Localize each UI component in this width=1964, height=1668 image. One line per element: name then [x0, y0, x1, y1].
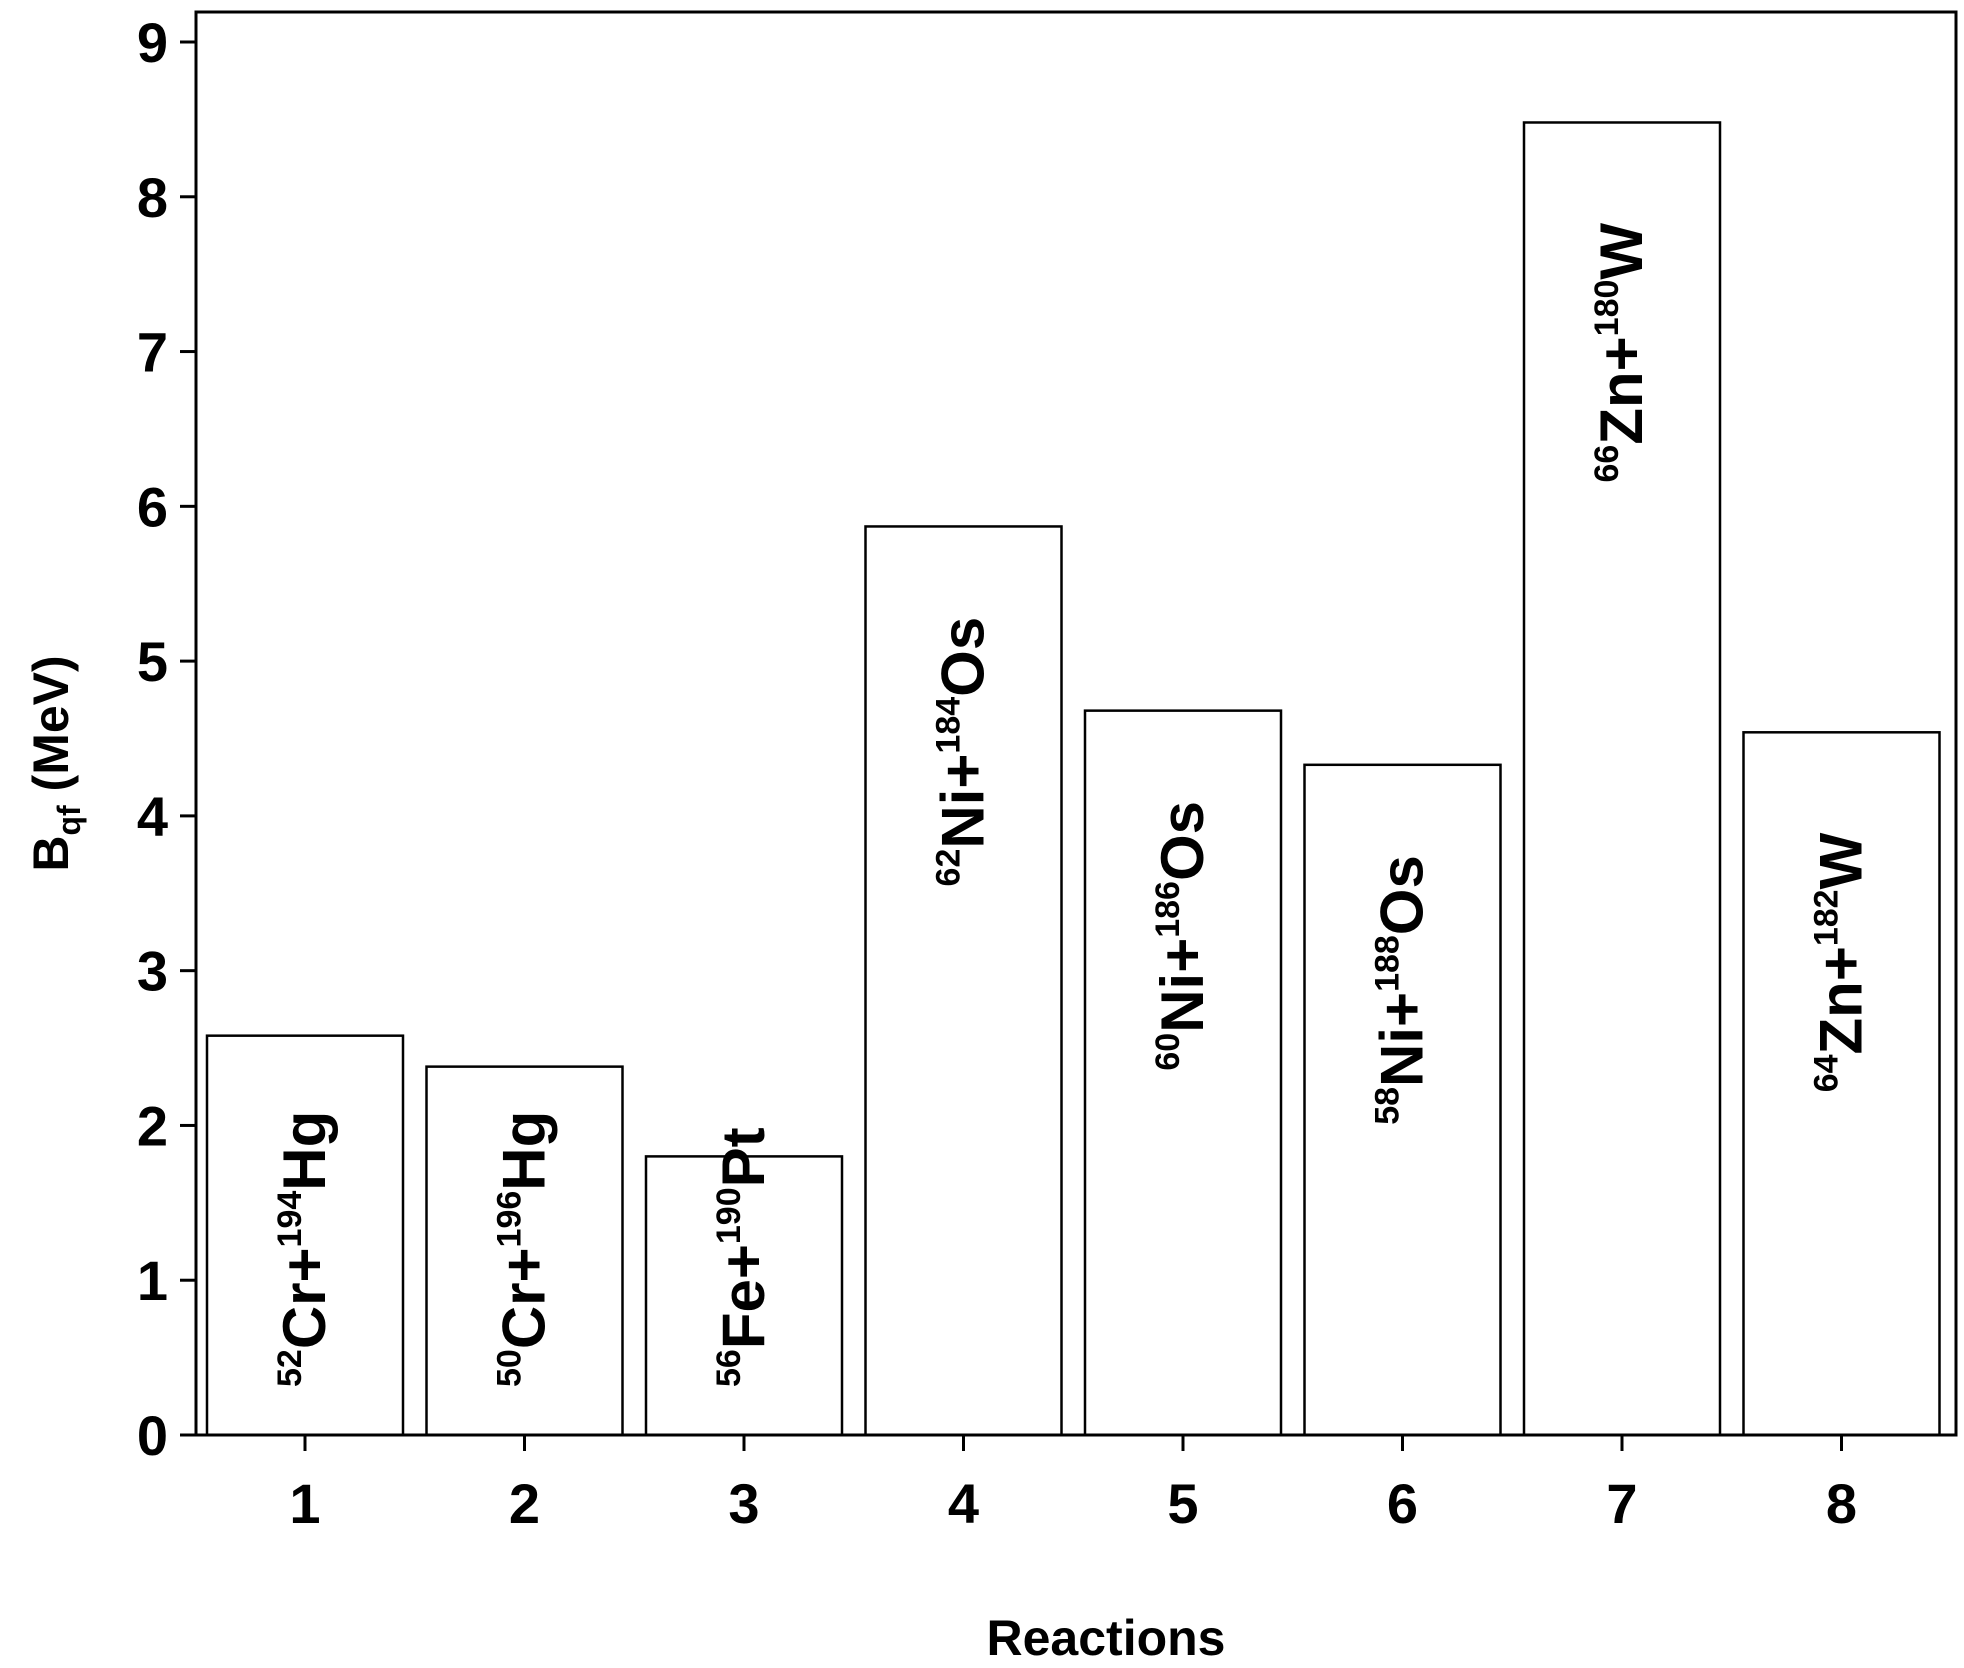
mass-number-6-2: 188 — [1369, 935, 1407, 992]
element-1-1: Cr+ — [271, 1247, 338, 1349]
y-tick-label-9: 9 — [137, 11, 168, 74]
bar-label-1: 52Cr+194Hg — [271, 1111, 338, 1387]
mass-number-7-2: 180 — [1588, 280, 1626, 337]
plot-frame — [194, 10, 1958, 1437]
bar-1 — [205, 1034, 405, 1437]
element-2-3: Hg — [491, 1111, 558, 1191]
y-axis-title-unit: (MeV) — [23, 655, 79, 805]
mass-number-1-2: 194 — [271, 1191, 309, 1248]
x-tick-label-1: 1 — [289, 1472, 320, 1535]
element-6-1: Ni+ — [1369, 992, 1436, 1087]
y-tick-label-1: 1 — [137, 1249, 168, 1312]
element-8-1: Zn+ — [1808, 946, 1875, 1054]
bar-2 — [425, 1065, 624, 1437]
x-axis-title: Reactions — [987, 1610, 1226, 1666]
y-axis-title-subscript: qf — [51, 805, 87, 836]
bar-label-6: 58Ni+188Os — [1369, 855, 1436, 1125]
mass-number-8-2: 182 — [1808, 889, 1846, 946]
y-tick-label-6: 6 — [137, 475, 168, 538]
x-tick-label-4: 4 — [948, 1472, 979, 1535]
bar-8 — [1742, 731, 1941, 1437]
x-tick-label-6: 6 — [1387, 1472, 1418, 1535]
y-tick-label-5: 5 — [137, 630, 168, 693]
x-tick-label-7: 7 — [1606, 1472, 1637, 1535]
mass-number-1-0: 52 — [271, 1349, 309, 1387]
y-tick-label-0: 0 — [137, 1404, 168, 1467]
element-3-3: Pt — [710, 1127, 777, 1187]
mass-number-5-2: 186 — [1149, 881, 1187, 938]
mass-number-7-0: 66 — [1588, 445, 1626, 483]
element-1-3: Hg — [271, 1111, 338, 1191]
y-axis: 0 1 2 3 4 5 6 7 8 9 — [137, 11, 196, 1467]
element-3-1: Fe+ — [710, 1244, 777, 1349]
y-axis-title: Bqf (MeV) — [23, 655, 87, 871]
mass-number-3-2: 190 — [710, 1187, 748, 1244]
y-tick-label-4: 4 — [137, 785, 168, 848]
mass-number-4-0: 62 — [930, 849, 968, 887]
y-tick-label-3: 3 — [137, 940, 168, 1003]
element-2-1: Cr+ — [491, 1247, 558, 1349]
mass-number-2-0: 50 — [491, 1349, 529, 1387]
bar-label-4: 62Ni+184Os — [930, 617, 997, 887]
bar-labels-layer: 52Cr+194Hg50Cr+196Hg56Fe+190Pt62Ni+184Os… — [271, 223, 1875, 1387]
x-tick-label-2: 2 — [509, 1472, 540, 1535]
element-4-1: Ni+ — [930, 754, 997, 849]
element-7-3: W — [1588, 223, 1655, 280]
element-6-3: Os — [1369, 855, 1436, 935]
bar-5 — [1083, 709, 1283, 1437]
mass-number-6-0: 58 — [1369, 1087, 1407, 1125]
mass-number-5-0: 60 — [1149, 1033, 1187, 1071]
element-5-1: Ni+ — [1149, 938, 1216, 1033]
x-tick-label-5: 5 — [1167, 1472, 1198, 1535]
x-tick-label-8: 8 — [1826, 1472, 1857, 1535]
element-5-3: Os — [1149, 801, 1216, 881]
mass-number-8-0: 64 — [1808, 1054, 1846, 1092]
mass-number-2-2: 196 — [491, 1191, 529, 1248]
bar-label-2: 50Cr+196Hg — [491, 1111, 558, 1387]
x-axis: 1 2 3 4 5 6 7 8 — [289, 1435, 1857, 1535]
y-tick-label-2: 2 — [137, 1094, 168, 1157]
bar-6 — [1303, 763, 1502, 1437]
bar-label-7: 66Zn+180W — [1588, 223, 1655, 483]
bar-label-5: 60Ni+186Os — [1149, 801, 1216, 1071]
element-4-3: Os — [930, 617, 997, 697]
x-tick-label-3: 3 — [728, 1472, 759, 1535]
bar-label-3: 56Fe+190Pt — [710, 1127, 777, 1387]
element-8-3: W — [1808, 832, 1875, 889]
bar-3 — [644, 1155, 844, 1437]
element-7-1: Zn+ — [1588, 336, 1655, 444]
y-axis-title-main: B — [23, 836, 79, 872]
bars-layer — [205, 121, 1941, 1437]
mass-number-4-2: 184 — [930, 697, 968, 754]
y-tick-label-7: 7 — [137, 321, 168, 384]
bar-4 — [864, 525, 1063, 1437]
y-tick-label-8: 8 — [137, 166, 168, 229]
mass-number-3-0: 56 — [710, 1349, 748, 1387]
bar-label-8: 64Zn+182W — [1808, 832, 1875, 1092]
